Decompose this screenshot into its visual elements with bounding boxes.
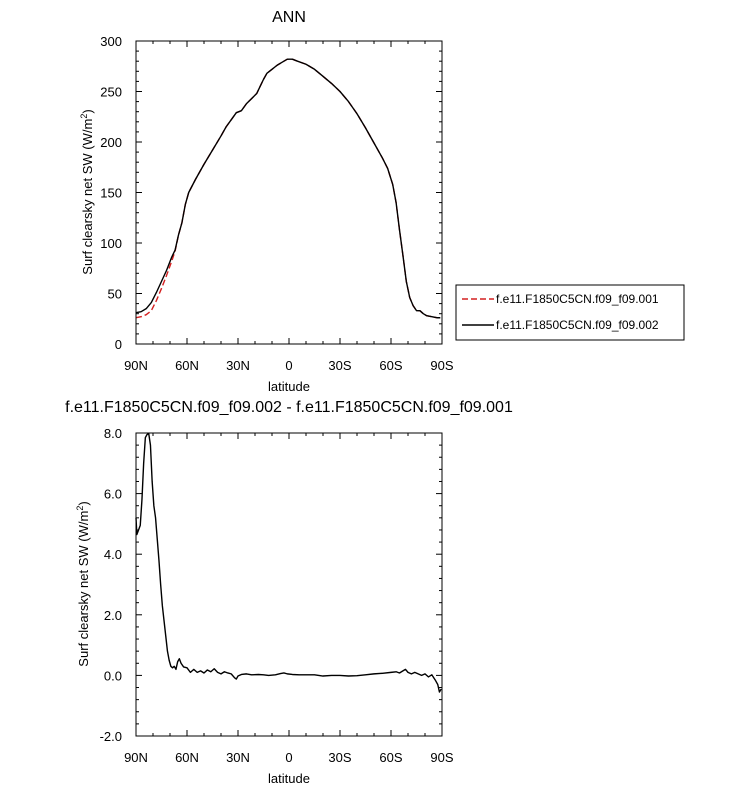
top-x-tick-label: 0 <box>285 358 292 373</box>
top-y-tick-label: 100 <box>100 236 122 251</box>
bottom-chart-title: f.e11.F1850C5CN.f09_f09.002 - f.e11.F185… <box>65 399 513 416</box>
top-y-axis-title-close: ) <box>80 109 95 113</box>
top-y-tick-label: 150 <box>100 186 122 201</box>
bottom-panel: f.e11.F1850C5CN.f09_f09.002 - f.e11.F185… <box>65 399 513 786</box>
bottom-y-axis-title-sup: 2 <box>75 506 85 511</box>
top-panel: ANN 90N 60N 30N 0 30S 60S 90S 0 50 100 150 200 250 3… <box>79 9 454 394</box>
bottom-x-tick-label: 60N <box>175 750 199 765</box>
top-x-ticks: 90N 60N 30N 0 30S 60S 90S <box>124 41 454 373</box>
top-y-ticks: 0 50 100 150 200 250 300 <box>100 34 442 352</box>
bottom-x-tick-label: 30N <box>226 750 250 765</box>
bottom-x-ticks: 90N 60N 30N 0 30S 60S 90S <box>124 433 454 765</box>
legend-label-series-1: f.e11.F1850C5CN.f09_f09.001 <box>496 292 659 306</box>
legend-box <box>455 284 685 341</box>
top-x-tick-label: 30S <box>328 358 351 373</box>
bottom-y-axis-title-close: ) <box>76 501 91 505</box>
bottom-series-line-1 <box>135 432 442 693</box>
bottom-x-axis-title: latitude <box>268 771 310 786</box>
bottom-x-tick-label: 60S <box>379 750 402 765</box>
top-y-tick-label: 300 <box>100 34 122 49</box>
top-y-tick-label: 0 <box>115 337 122 352</box>
legend-label-series-2: f.e11.F1850C5CN.f09_f09.002 <box>496 318 659 332</box>
bottom-x-tick-label: 0 <box>285 750 292 765</box>
top-y-tick-label: 200 <box>100 135 122 150</box>
bottom-y-axis-title: Surf clearsky net SW (W/m2) <box>75 501 91 666</box>
top-plot-frame <box>135 40 443 345</box>
top-y-axis-title: Surf clearsky net SW (W/m2) <box>79 109 95 274</box>
bottom-y-axis-title-main: Surf clearsky net SW (W/m <box>76 511 91 667</box>
top-y-tick-label: 50 <box>108 287 122 302</box>
bottom-y-tick-label: 0.0 <box>104 668 122 683</box>
legend: f.e11.F1850C5CN.f09_f09.001 f.e11.F1850C… <box>455 284 685 341</box>
top-y-axis-title-main: Surf clearsky net SW (W/m <box>80 119 95 275</box>
bottom-x-tick-label: 90N <box>124 750 148 765</box>
top-x-tick-label: 90N <box>124 358 148 373</box>
bottom-x-tick-label: 90S <box>430 750 453 765</box>
top-y-axis-title-sup: 2 <box>79 114 89 119</box>
top-x-tick-label: 60N <box>175 358 199 373</box>
bottom-y-tick-label: 4.0 <box>104 547 122 562</box>
bottom-y-tick-label: -2.0 <box>100 729 122 744</box>
top-chart-title: ANN <box>272 9 306 26</box>
top-x-tick-label: 60S <box>379 358 402 373</box>
bottom-plot-frame <box>135 432 443 737</box>
top-series-group <box>135 58 441 319</box>
bottom-y-tick-label: 6.0 <box>104 487 122 502</box>
bottom-series-group <box>135 432 442 693</box>
bottom-x-tick-label: 30S <box>328 750 351 765</box>
top-x-axis-title: latitude <box>268 379 310 394</box>
top-x-tick-label: 90S <box>430 358 453 373</box>
top-x-tick-label: 30N <box>226 358 250 373</box>
top-series-line-1 <box>135 58 441 319</box>
top-y-tick-label: 250 <box>100 85 122 100</box>
bottom-y-tick-label: 8.0 <box>104 426 122 441</box>
bottom-y-ticks: -2.0 0.0 2.0 4.0 6.0 8.0 <box>100 426 442 744</box>
top-series-line-2 <box>135 58 441 319</box>
bottom-y-tick-label: 2.0 <box>104 608 122 623</box>
